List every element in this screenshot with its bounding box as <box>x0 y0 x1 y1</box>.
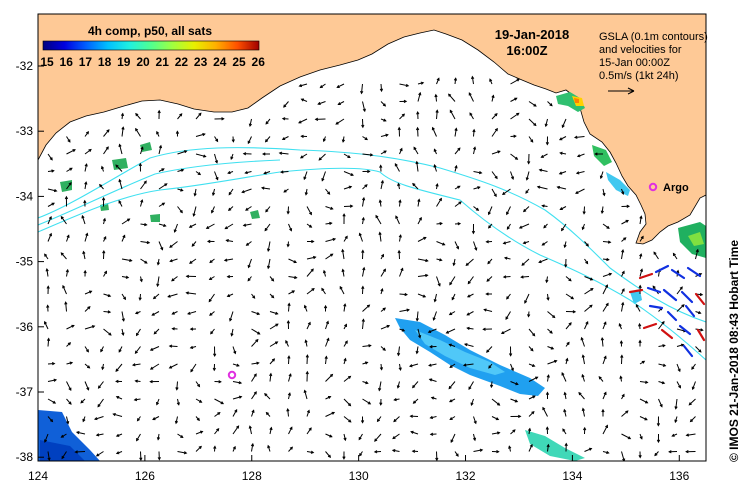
legend-line-3: 15-Jan 00:00Z <box>599 57 670 69</box>
y-tick-label: -35 <box>16 255 34 269</box>
colorbar-title: 4h comp, p50, all sats <box>88 24 212 38</box>
colorbar-tick-label: 25 <box>232 55 246 69</box>
y-tick-label: -33 <box>16 124 34 138</box>
x-tick-label: 128 <box>242 469 262 483</box>
colorbar-tick-label: 22 <box>175 55 189 69</box>
x-tick-label: 136 <box>669 469 689 483</box>
date-label: 19-Jan-2018 <box>495 27 569 42</box>
x-tick-label: 132 <box>456 469 476 483</box>
colorbar-tick-label: 19 <box>117 55 131 69</box>
x-tick-label: 134 <box>562 469 582 483</box>
colorbar-gradient <box>43 41 259 50</box>
colorbar-tick-label: 20 <box>136 55 150 69</box>
colorbar-tick-label: 24 <box>213 55 227 69</box>
credit-label: © IMOS 21-Jan-2018 08:43 Hobart Time <box>727 240 741 462</box>
y-tick-label: -38 <box>16 450 34 464</box>
colorbar-tick-label: 16 <box>60 55 74 69</box>
argo-label: Argo <box>663 182 689 194</box>
colorbar-tick-label: 23 <box>194 55 208 69</box>
x-tick-label: 130 <box>349 469 369 483</box>
legend-line-4: 0.5m/s (1kt 24h) <box>599 70 678 82</box>
y-tick-label: -32 <box>16 59 34 73</box>
x-tick-label: 126 <box>135 469 155 483</box>
legend-line-2: and velocities for <box>599 44 682 56</box>
y-tick-label: -37 <box>16 385 34 399</box>
x-tick-label: 124 <box>28 469 48 483</box>
colorbar-tick-label: 26 <box>252 55 266 69</box>
colorbar-tick-label: 18 <box>98 55 112 69</box>
colorbar-tick-label: 21 <box>156 55 170 69</box>
y-tick-label: -34 <box>16 189 34 203</box>
time-label: 16:00Z <box>506 43 547 58</box>
legend-line-1: GSLA (0.1m contours) <box>599 31 708 43</box>
colorbar-tick-label: 15 <box>40 55 54 69</box>
y-tick-label: -36 <box>16 320 34 334</box>
colorbar-tick-label: 17 <box>79 55 93 69</box>
